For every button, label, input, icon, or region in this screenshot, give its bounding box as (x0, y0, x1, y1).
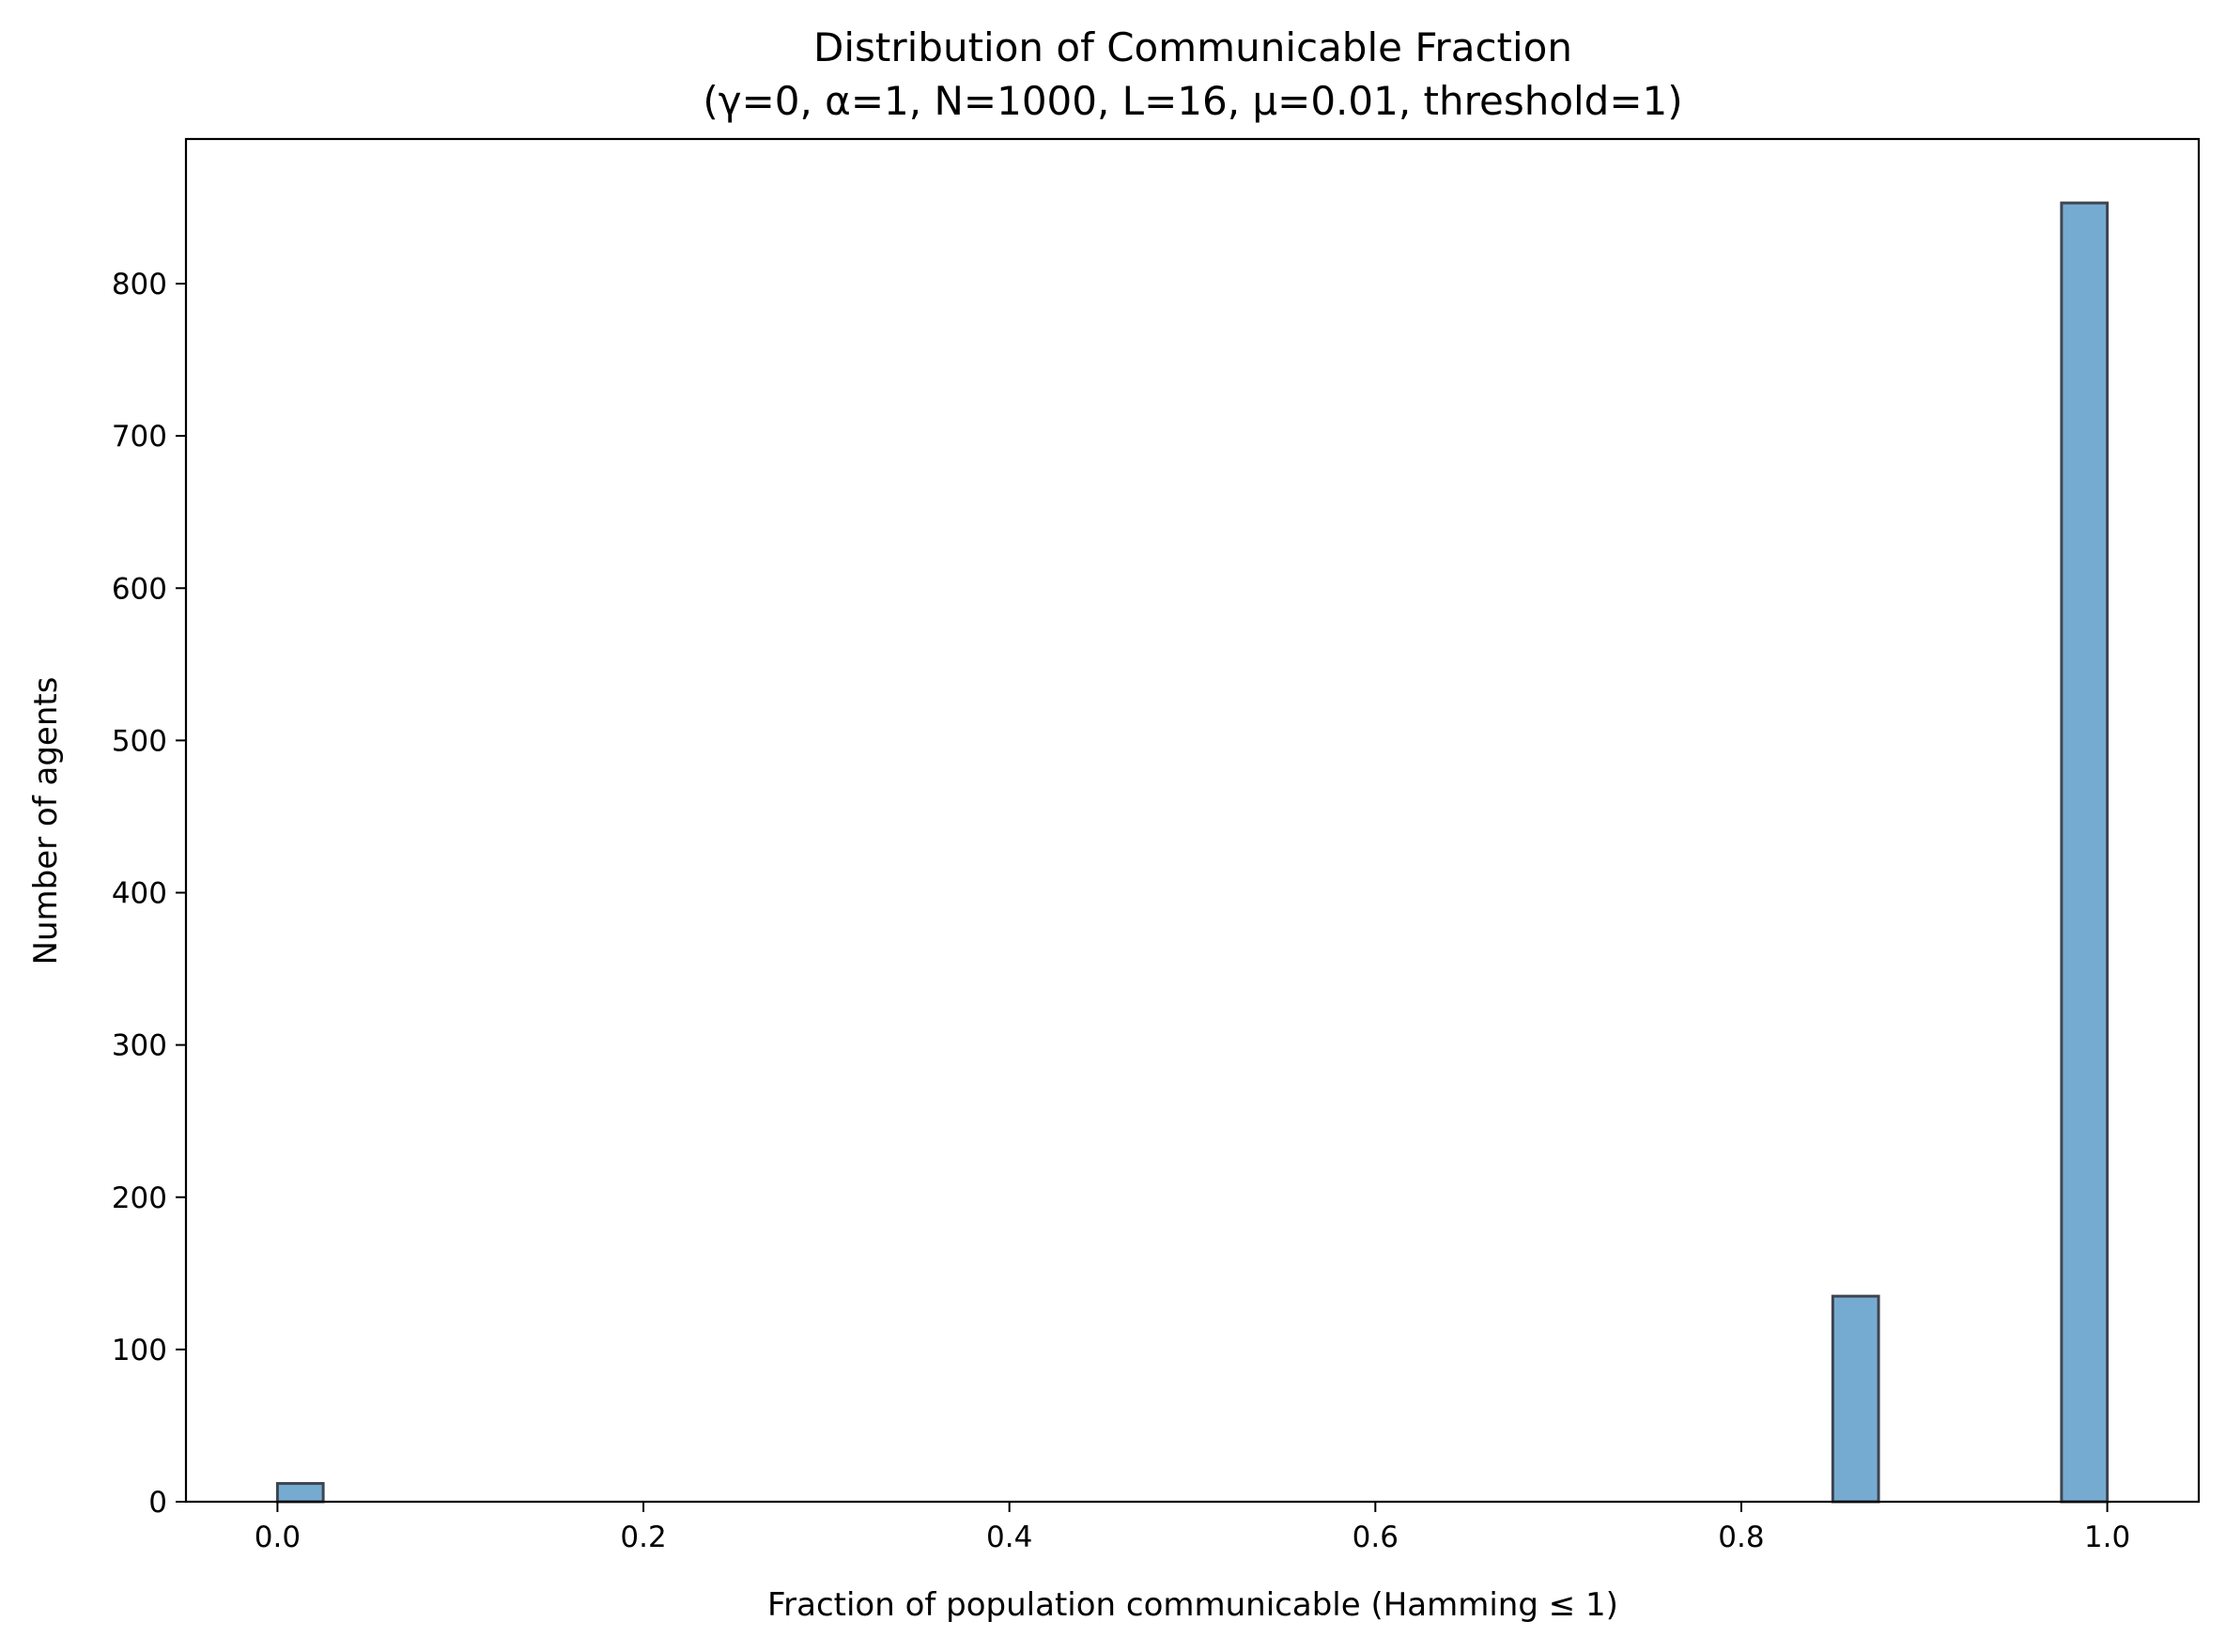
histogram-bar-0 (275, 1482, 325, 1504)
x-axis: 0.0 0.2 0.4 0.6 0.8 1.0 (255, 1502, 2130, 1554)
x-tick-label: 1.0 (2084, 1521, 2130, 1554)
bars-group (275, 201, 2110, 1504)
y-axis: 0 100 200 300 400 500 600 700 800 (112, 268, 186, 1520)
x-axis-label: Fraction of population communicable (Ham… (767, 1586, 1618, 1624)
x-tick-label: 0.6 (1353, 1521, 1399, 1554)
y-tick-label: 500 (112, 724, 167, 758)
x-tick-label: 0.0 (255, 1521, 301, 1554)
y-tick-label: 600 (112, 572, 167, 606)
y-tick-label: 100 (112, 1334, 167, 1367)
y-tick-label: 400 (112, 877, 167, 911)
y-tick-label: 0 (148, 1486, 167, 1520)
y-tick-label: 200 (112, 1181, 167, 1215)
y-tick-label: 800 (112, 268, 167, 301)
plot-frame (184, 137, 2201, 1504)
y-tick-label: 300 (112, 1029, 167, 1063)
y-tick-label: 700 (112, 420, 167, 454)
x-tick-label: 0.2 (620, 1521, 666, 1554)
chart-subtitle: (γ=0, α=1, N=1000, L=16, μ=0.01, thresho… (703, 78, 1682, 124)
x-tick-label: 0.4 (986, 1521, 1032, 1554)
y-axis-label: Number of agents (27, 677, 65, 965)
x-tick-label: 0.8 (1718, 1521, 1764, 1554)
histogram-bar-2 (2060, 201, 2110, 1504)
chart-title: Distribution of Communicable Fraction (813, 24, 1572, 70)
histogram-bar-1 (1831, 1294, 1880, 1504)
